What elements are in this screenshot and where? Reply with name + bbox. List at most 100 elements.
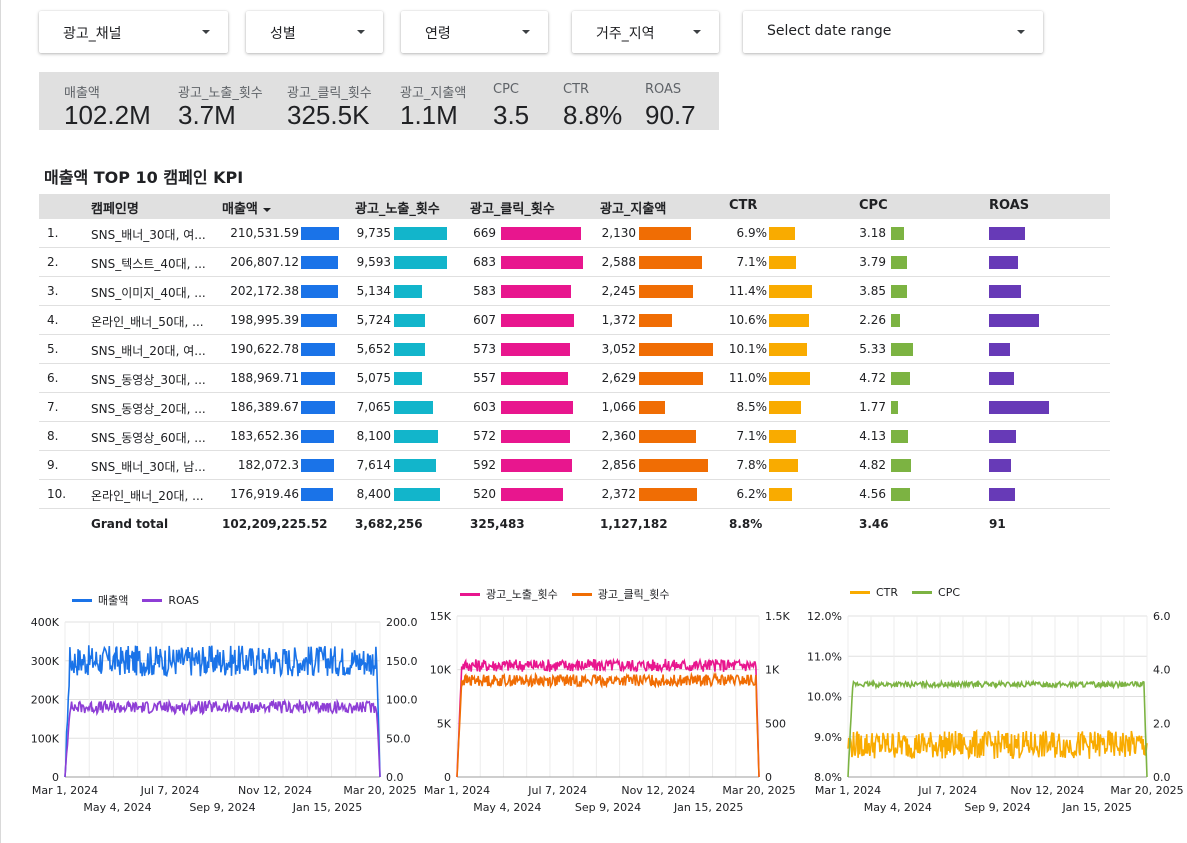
chart-svg: 8.0% 9.0% 10.0% 11.0% 12.0% 0.0 2.0 4.0 6.0 Mar 1… bbox=[807, 610, 1184, 814]
y-left-tick-label: 5K bbox=[437, 717, 452, 730]
legend-label: CTR bbox=[876, 586, 899, 599]
row-rank: 2. bbox=[47, 255, 59, 269]
column-header-cpc[interactable]: CPC bbox=[859, 198, 888, 213]
row-spend-bar bbox=[639, 314, 672, 327]
row-revenue-value: 190,622.78 bbox=[230, 342, 299, 356]
grand-total-cpc: 3.46 bbox=[859, 517, 889, 531]
row-roas-bar bbox=[989, 227, 1025, 240]
filter-region[interactable]: 거주_지역 bbox=[572, 11, 719, 53]
y-right-tick-label: 500 bbox=[765, 717, 786, 730]
table-row[interactable]: 5. SNS_배너_20대, 여... 190,622.78 5,652 573 3,05… bbox=[39, 335, 1110, 364]
table-row[interactable]: 2. SNS_텍스트_40대, ... 206,807.12 9,593 683 2,58… bbox=[39, 248, 1110, 277]
legend-item[interactable]: 광고_클릭_횟수 bbox=[571, 586, 669, 602]
y-left-tick-label: 12.0% bbox=[807, 610, 842, 623]
legend-swatch bbox=[912, 591, 933, 594]
column-header-spend[interactable]: 광고_지출액 bbox=[600, 202, 667, 217]
row-spend-value: 2,856 bbox=[601, 458, 636, 472]
column-header-revenue[interactable]: 매출액 bbox=[222, 198, 271, 217]
y-right-tick-label: 0.0 bbox=[386, 771, 404, 784]
scorecard-label: CTR bbox=[563, 82, 590, 97]
row-spend-value: 2,360 bbox=[601, 429, 636, 443]
filter-gender[interactable]: 성별 bbox=[246, 11, 383, 53]
row-ctr-bar bbox=[769, 314, 809, 327]
filter-age[interactable]: 연령 bbox=[401, 11, 548, 53]
table-row[interactable]: 8. SNS_동영상_60대, ... 183,652.36 8,100 572 2,36… bbox=[39, 422, 1110, 451]
x-tick-label: Mar 20, 2025 bbox=[722, 784, 795, 797]
x-tick-label: Jul 7, 2024 bbox=[527, 784, 587, 797]
legend-item[interactable]: 매출액 bbox=[72, 592, 128, 608]
legend-item[interactable]: ROAS bbox=[142, 594, 199, 607]
row-cpc-value: 3.85 bbox=[859, 284, 886, 298]
legend-item[interactable]: CTR bbox=[850, 586, 898, 599]
ctr-cpc-chart: CTR CPC 8.0% 9.0% 10.0% 11.0% 12.0% 0.0 2.0 4.0 6.… bbox=[800, 580, 1185, 820]
x-tick-label: Mar 1, 2024 bbox=[815, 784, 881, 797]
caret-down-icon bbox=[357, 30, 365, 34]
row-imp-bar bbox=[394, 227, 447, 240]
row-roas-bar bbox=[989, 488, 1015, 501]
y-right-tick-label: 0 bbox=[765, 771, 772, 784]
table-row[interactable]: 6. SNS_동영상_30대, ... 188,969.71 5,075 557 2,62… bbox=[39, 364, 1110, 393]
revenue-roas-chart: 매출액 ROAS 0 100K 200K 300K 400K 0.0 50.0 100.0 150.… bbox=[20, 580, 420, 820]
y-left-tick-label: 400K bbox=[31, 616, 60, 629]
column-header-ctr[interactable]: CTR bbox=[729, 198, 758, 213]
table-row[interactable]: 3. SNS_이미지_40대, ... 202,172.38 5,134 583 2,24… bbox=[39, 277, 1110, 306]
scorecard-label: ROAS bbox=[645, 82, 682, 97]
row-cpc-value: 4.72 bbox=[859, 371, 886, 385]
column-header-campaign[interactable]: 캠페인명 bbox=[91, 202, 139, 217]
scorecard-value: 8.8% bbox=[563, 100, 623, 130]
filter-ad-channel[interactable]: 광고_채널 bbox=[39, 11, 228, 53]
row-rank: 6. bbox=[47, 371, 59, 385]
series-line bbox=[456, 657, 760, 778]
table-row[interactable]: 9. SNS_배너_30대, 남... 182,072.3 7,614 592 2,856… bbox=[39, 451, 1110, 480]
row-imp-value: 5,075 bbox=[356, 371, 391, 385]
row-revenue-bar bbox=[301, 372, 335, 385]
row-revenue-bar bbox=[301, 459, 334, 472]
row-campaign-name: 온라인_배너_50대, ... bbox=[91, 315, 204, 329]
row-clicks-bar bbox=[501, 314, 574, 327]
date-range-picker[interactable]: Select date range bbox=[743, 11, 1043, 53]
row-spend-value: 1,066 bbox=[601, 400, 636, 414]
scorecard-label: 매출액 bbox=[64, 86, 100, 101]
row-spend-value: 2,629 bbox=[601, 371, 636, 385]
row-imp-value: 5,652 bbox=[356, 342, 391, 356]
column-header-impressions[interactable]: 광고_노출_횟수 bbox=[355, 202, 440, 217]
row-clicks-value: 683 bbox=[473, 255, 496, 269]
table-row[interactable]: 7. SNS_동영상_20대, ... 186,389.67 7,065 603 1,06… bbox=[39, 393, 1110, 422]
y-right-tick-label: 100.0 bbox=[386, 694, 418, 707]
row-cpc-value: 1.77 bbox=[859, 400, 886, 414]
grand-total-clicks: 325,483 bbox=[470, 517, 525, 531]
row-imp-value: 9,735 bbox=[356, 226, 391, 240]
legend-item[interactable]: 광고_노출_횟수 bbox=[460, 586, 558, 602]
legend-item[interactable]: CPC bbox=[912, 586, 960, 599]
row-imp-bar bbox=[394, 285, 422, 298]
column-header-clicks[interactable]: 광고_클릭_횟수 bbox=[470, 202, 555, 217]
row-imp-bar bbox=[394, 488, 440, 501]
row-ctr-value: 7.8% bbox=[736, 458, 768, 472]
x-tick-label: May 4, 2024 bbox=[864, 801, 932, 814]
y-right-tick-label: 6.0 bbox=[1153, 610, 1171, 623]
column-header-roas[interactable]: ROAS bbox=[989, 198, 1030, 213]
y-left-tick-label: 10K bbox=[430, 664, 452, 677]
row-ctr-bar bbox=[769, 430, 796, 443]
row-roas-bar bbox=[989, 343, 1010, 356]
table-row[interactable]: 4. 온라인_배너_50대, ... 198,995.39 5,724 607 1,372… bbox=[39, 306, 1110, 335]
y-right-tick-label: 200.0 bbox=[386, 616, 418, 629]
row-cpc-bar bbox=[891, 314, 900, 327]
scorecard-label: 광고_노출_횟수 bbox=[178, 86, 263, 101]
row-cpc-bar bbox=[891, 401, 898, 414]
table-row[interactable]: 10. 온라인_배너_20대, ... 176,919.46 8,400 520 2,37… bbox=[39, 480, 1110, 509]
row-cpc-bar bbox=[891, 488, 910, 501]
row-imp-value: 7,065 bbox=[356, 400, 391, 414]
row-spend-bar bbox=[639, 256, 702, 269]
row-roas-bar bbox=[989, 372, 1014, 385]
x-tick-label: Jan 15, 2025 bbox=[1061, 801, 1131, 814]
row-revenue-value: 210,531.59 bbox=[230, 226, 299, 240]
scorecard-label: 광고_지출액 bbox=[400, 86, 467, 101]
row-cpc-bar bbox=[891, 343, 913, 356]
row-spend-bar bbox=[639, 488, 697, 501]
row-cpc-value: 4.82 bbox=[859, 458, 886, 472]
x-tick-label: Mar 20, 2025 bbox=[1110, 784, 1183, 797]
table-row[interactable]: 1. SNS_배너_30대, 여... 210,531.59 9,735 669 2,13… bbox=[39, 219, 1110, 248]
row-clicks-value: 557 bbox=[473, 371, 496, 385]
series-line bbox=[456, 671, 760, 778]
